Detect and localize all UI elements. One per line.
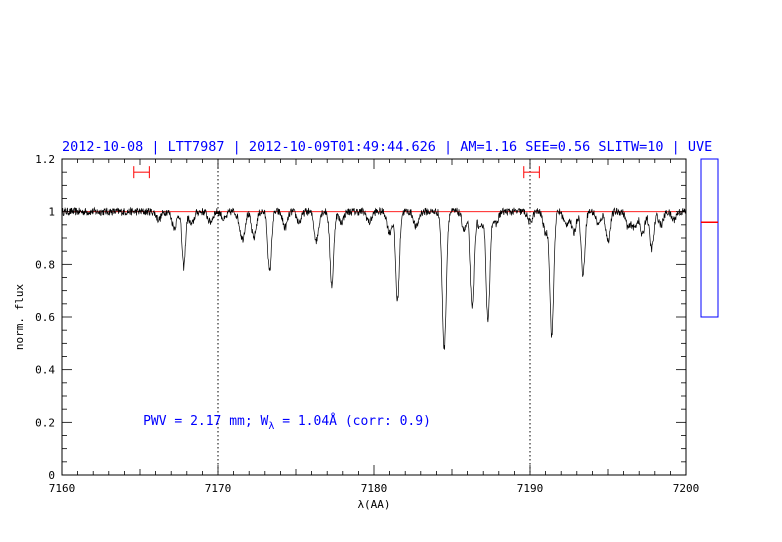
y-tick-label: 0.2 bbox=[35, 416, 55, 429]
y-tick-label: 1.2 bbox=[35, 153, 55, 166]
annotation-pre: PWV = 2.17 mm; W bbox=[143, 414, 268, 429]
continuum-windows bbox=[133, 166, 540, 179]
annotation-sub: λ bbox=[268, 421, 274, 432]
y-tick-label: 0.4 bbox=[35, 364, 55, 377]
spectrum-line bbox=[61, 206, 687, 350]
x-tick-label: 7200 bbox=[673, 482, 700, 495]
side-panel bbox=[700, 158, 719, 318]
x-tick-label: 7180 bbox=[361, 482, 388, 495]
y-axis-ticks: 0 0.2 0.4 0.6 0.8 1 1.2 bbox=[35, 153, 686, 482]
y-tick-label: 0 bbox=[48, 469, 55, 482]
spectrum-line-group bbox=[61, 206, 687, 350]
y-tick-label: 0.8 bbox=[35, 258, 55, 271]
y-tick-label: 0.6 bbox=[35, 311, 55, 324]
x-tick-label: 7170 bbox=[205, 482, 232, 495]
side-panel-box bbox=[700, 158, 719, 318]
pwv-annotation: PWV = 2.17 mm; Wλ = 1.04Å (corr: 0.9) bbox=[143, 413, 431, 432]
continuum-window-1 bbox=[523, 166, 540, 179]
x-tick-label: 7190 bbox=[517, 482, 544, 495]
y-axis-label: norm. flux bbox=[13, 284, 26, 351]
y-tick-label: 1 bbox=[48, 206, 55, 219]
chart-title: 2012-10-08 | LTT7987 | 2012-10-09T01:49:… bbox=[62, 139, 712, 155]
x-axis-ticks: 7160 7170 7180 7190 7200 bbox=[49, 159, 700, 495]
continuum-window-0 bbox=[133, 166, 150, 179]
annotation-post: = 1.04Å (corr: 0.9) bbox=[274, 413, 431, 429]
x-tick-label: 7160 bbox=[49, 482, 76, 495]
x-axis-label: λ(AA) bbox=[357, 498, 390, 511]
